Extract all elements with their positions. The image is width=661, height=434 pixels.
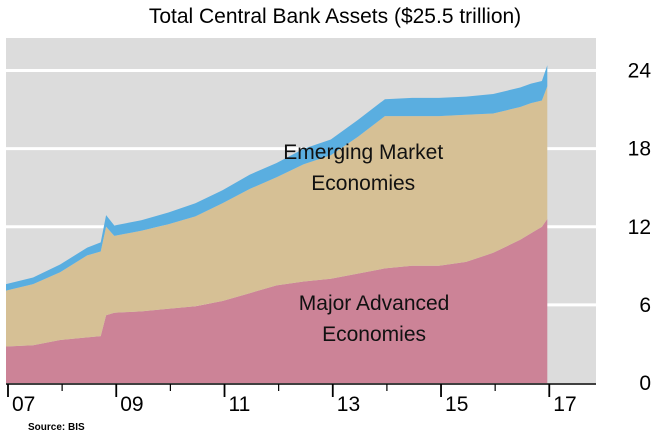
y-tick-label-12: 12 [628,216,651,239]
y-tick-label-0: 0 [639,372,651,395]
x-tick-label-15: 15 [445,393,468,416]
y-tick-label-18: 18 [628,138,651,161]
x-tick-label-07: 07 [12,393,35,416]
annotations: Emerging Market Economies Major Advanced Ec… [283,141,449,346]
source-note: Source: BIS [28,422,85,433]
x-tick-label-11: 11 [229,393,251,416]
x-tick-label-17: 17 [553,393,576,416]
ann-adv: Major Advanced Economies [299,292,450,346]
area-other [6,65,548,291]
chart-title: Total Central Bank Assets ($25.5 trillio… [149,5,521,28]
ann-em-line-2: Economies [311,172,415,195]
area-emerging-market-economies [6,86,548,347]
ann-adv-line-2: Economies [322,323,426,346]
ann-em: Emerging Market Economies [283,141,443,195]
ann-em-line-1: Emerging Market [283,141,443,164]
area-major-advanced-economies [6,219,548,383]
x-tick-label-13: 13 [337,393,360,416]
stacked-areas [6,65,548,383]
y-tick-label-6: 6 [639,294,651,317]
ann-adv-line-1: Major Advanced [299,292,450,315]
tick-labels: 0 6 12 18 24 07 09 11 13 15 17 [7,60,652,416]
x-tick-label-09: 09 [120,393,143,416]
y-tick-label-24: 24 [628,60,652,83]
